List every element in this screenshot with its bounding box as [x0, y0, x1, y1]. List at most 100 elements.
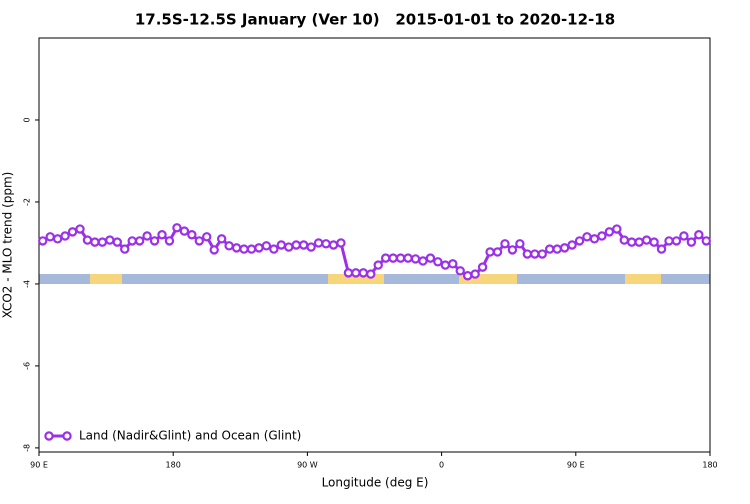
data-point: [187, 230, 197, 240]
data-point: [202, 232, 212, 242]
data-point: [164, 236, 175, 246]
plot-frame: [38, 37, 711, 453]
data-point: [582, 232, 592, 242]
land-ocean-strip: [39, 274, 710, 284]
y-tick-label: -6: [23, 362, 32, 370]
data-point: [366, 269, 376, 279]
data-point: [179, 226, 190, 236]
data-point: [679, 231, 689, 241]
land-patch: [90, 274, 122, 284]
data-point: [67, 227, 78, 237]
data-point: [112, 237, 122, 247]
data-point: [530, 249, 540, 259]
legend-marker: [62, 431, 72, 441]
data-point: [522, 249, 533, 259]
legend-marker: [44, 431, 54, 441]
data-point: [60, 231, 70, 241]
data-point: [686, 237, 697, 247]
land-patch: [625, 274, 661, 284]
data-point: [634, 237, 644, 247]
data-point: [269, 244, 279, 254]
data-point: [45, 232, 55, 242]
data-point: [418, 256, 428, 266]
data-point: [671, 236, 682, 246]
data-point: [246, 244, 257, 254]
data-point: [343, 268, 354, 278]
data-point: [515, 239, 525, 249]
data-point: [574, 236, 585, 246]
data-point: [149, 236, 160, 246]
data-point: [597, 231, 607, 241]
data-point: [619, 235, 629, 245]
data-point: [612, 224, 622, 234]
y-tick-label: -4: [23, 280, 32, 288]
data-point: [604, 227, 615, 237]
data-point: [321, 239, 331, 249]
data-point: [537, 249, 547, 259]
data-point: [641, 235, 652, 245]
data-point: [231, 243, 242, 253]
data-point: [306, 242, 316, 252]
data-point: [298, 240, 309, 250]
data-point: [254, 243, 264, 253]
data-point: [239, 244, 249, 254]
data-point: [261, 241, 272, 251]
data-point: [75, 224, 85, 234]
data-point: [276, 240, 287, 250]
data-point: [157, 230, 167, 240]
data-point: [545, 244, 555, 254]
x-tick-label: 90 E: [567, 461, 585, 470]
data-point: [410, 254, 421, 264]
data-point: [462, 271, 473, 281]
data-point: [216, 234, 227, 244]
data-point: [403, 253, 413, 263]
data-point: [567, 240, 577, 250]
data-point: [507, 245, 518, 255]
y-axis-label: XCO2 - MLO trend (ppm): [1, 172, 15, 319]
data-point: [172, 223, 182, 233]
data-point: [38, 236, 48, 246]
data-point: [358, 268, 369, 278]
data-point: [284, 242, 294, 252]
data-point: [120, 244, 130, 254]
y-tick-label: 0: [23, 117, 32, 122]
data-point: [656, 244, 667, 254]
data-point: [664, 236, 674, 246]
y-tick-label: -8: [23, 444, 32, 452]
data-point: [127, 236, 137, 246]
data-point: [440, 260, 451, 270]
data-point: [477, 262, 488, 272]
data-point: [470, 269, 480, 279]
x-tick-label: 180: [702, 461, 717, 470]
land-patch: [328, 274, 384, 284]
data-point: [559, 243, 570, 253]
data-point: [552, 244, 562, 254]
data-point: [694, 230, 704, 240]
data-point: [448, 259, 458, 269]
x-tick-label: 180: [166, 461, 181, 470]
data-point: [82, 235, 93, 245]
data-point: [589, 234, 600, 244]
data-point: [291, 240, 301, 250]
data-point: [90, 237, 100, 247]
x-tick-label: 0: [439, 461, 444, 470]
data-point: [500, 239, 510, 249]
chart-title: 17.5S-12.5S January (Ver 10) 2015-01-01 …: [135, 11, 615, 29]
data-point: [485, 247, 495, 257]
data-point: [492, 247, 503, 257]
data-point: [134, 236, 145, 246]
x-tick-label: 90 W: [297, 461, 318, 470]
data-point: [336, 238, 346, 248]
data-point: [97, 237, 108, 247]
data-point: [455, 266, 465, 276]
data-point: [425, 253, 436, 263]
land-patch: [459, 274, 517, 284]
legend-label: Land (Nadir&Glint) and Ocean (Glint): [79, 429, 301, 443]
data-point: [701, 236, 711, 246]
data-point: [328, 240, 339, 250]
data-point: [433, 257, 443, 267]
data-point: [388, 253, 398, 263]
data-point: [351, 268, 361, 278]
data-point: [142, 231, 152, 241]
